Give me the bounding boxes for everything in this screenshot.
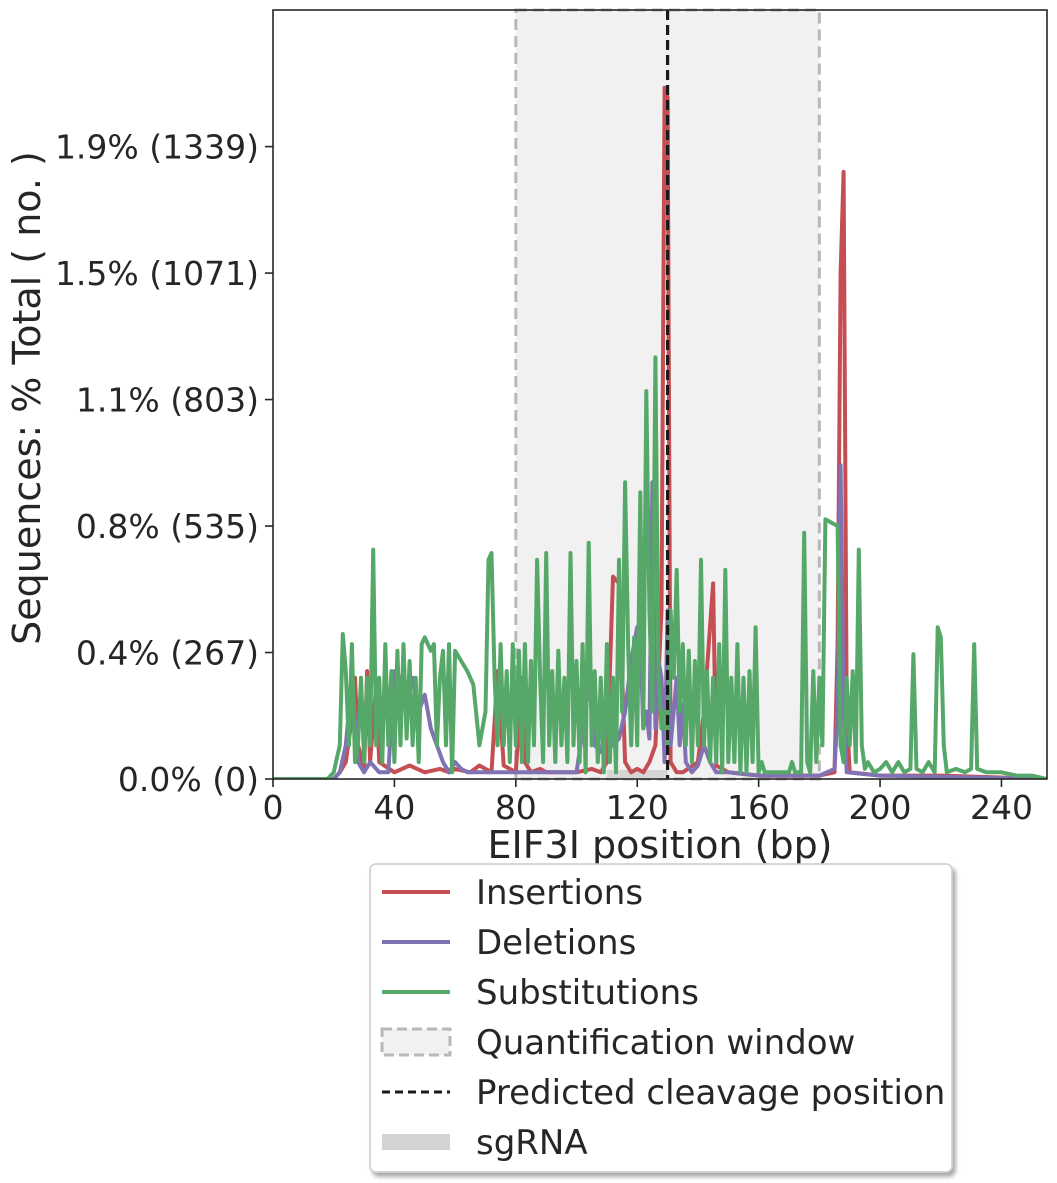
legend-label-insertions: Insertions xyxy=(476,873,643,913)
y-tick-label: 0.0% (0) xyxy=(118,760,259,799)
x-tick-label: 200 xyxy=(849,788,912,827)
legend-swatch-sgrna xyxy=(382,1134,450,1150)
legend-label-predicted-cleavage-position: Predicted cleavage position xyxy=(476,1073,945,1113)
x-tick-label: 120 xyxy=(606,788,669,827)
y-tick-label: 1.9% (1339) xyxy=(55,128,259,167)
legend-label-quantification-window: Quantification window xyxy=(476,1023,855,1063)
legend-label-deletions: Deletions xyxy=(476,923,636,963)
legend-label-sgrna: sgRNA xyxy=(476,1123,588,1163)
x-tick-label: 240 xyxy=(970,788,1033,827)
legend-box xyxy=(369,863,953,1173)
x-tick-label: 40 xyxy=(373,788,415,827)
y-ticks: 0.0% (0) 0.4% (267) 0.8% (535) 1.1% (803) 1.… xyxy=(55,128,273,799)
x-tick-label: 0 xyxy=(263,788,284,827)
x-ticks: 0 40 80 120 160 200 240 xyxy=(263,779,1033,827)
y-tick-label: 1.5% (1071) xyxy=(55,254,259,293)
series-layer xyxy=(273,85,1047,779)
x-tick-label: 160 xyxy=(727,788,790,827)
y-axis-label: Sequences: % Total ( no. ) xyxy=(5,151,49,645)
y-tick-label: 1.1% (803) xyxy=(76,381,259,420)
sgrna-layer xyxy=(606,770,668,779)
legend-label-substitutions: Substitutions xyxy=(476,973,699,1013)
series-line-substitutions xyxy=(273,355,1047,779)
legend-swatch-quantification-window xyxy=(380,1027,452,1057)
y-tick-label: 0.4% (267) xyxy=(76,634,259,673)
sgrna-band xyxy=(606,770,668,779)
x-tick-label: 80 xyxy=(495,788,537,827)
legend: Insertions Deletions Substitutions Quantifi… xyxy=(369,863,953,1173)
y-tick-label: 0.8% (535) xyxy=(76,507,259,546)
plot-frame xyxy=(272,9,1048,780)
x-axis-label: EIF3I position (bp) xyxy=(487,823,832,867)
